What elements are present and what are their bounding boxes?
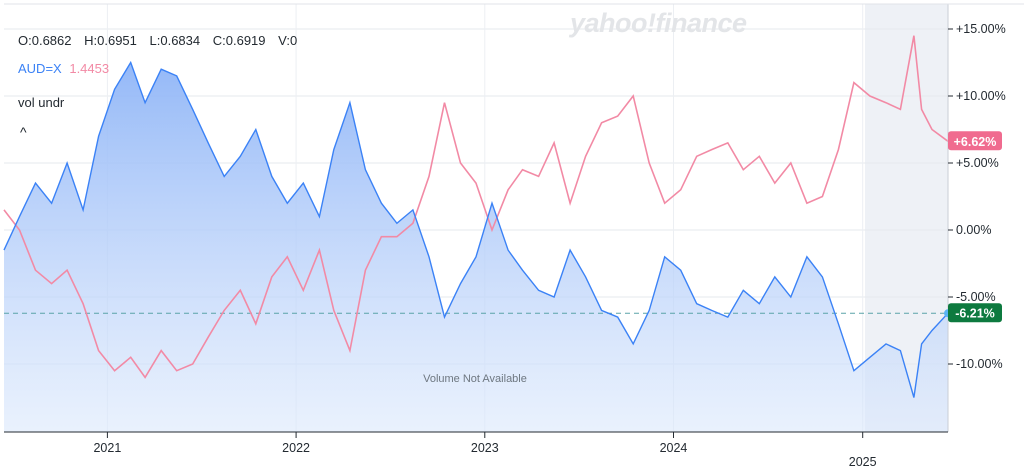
high-value: H:0.6951 [84,33,137,48]
x-tick-label: 2024 [660,441,688,455]
yahoo-finance-logo: yahoo!finance [570,8,747,38]
low-value: L:0.6834 [149,33,201,48]
primary-last-value: -6.21% [955,307,995,321]
x-tick-label: 2021 [93,441,121,455]
y-tick-label: -5.00% [956,290,996,304]
collapse-legend-icon[interactable]: ^ [20,124,27,140]
primary-series-line [3,60,949,398]
volume-underlay-toggle[interactable]: vol undr [18,95,65,110]
compare-current-value: 1.4453 [69,61,110,76]
y-tick-label: 0.00% [956,223,991,237]
primary-last-value-badge: -6.21% [948,303,1002,323]
x-tick-label: 2023 [471,441,499,455]
x-axis: 2021 2022 2023 2024 2025 [93,432,877,469]
y-tick-label: +10.00% [956,89,1006,103]
y-tick-label: -10.00% [956,357,1003,371]
ohlc-readout: O:0.6862 H:0.6951 L:0.6834 C:0.6919 V:0 [18,33,306,48]
ticker-symbol[interactable]: AUD=X [18,61,62,76]
close-value: C:0.6919 [212,33,266,48]
x-tick-label: 2025 [849,455,877,469]
compare-series-line [3,35,949,379]
compare-last-value: +6.62% [954,135,997,149]
primary-series-area [4,62,948,432]
y-tick-label: +15.00% [956,22,1006,36]
y-tick-label: +5.00% [956,156,999,170]
y-axis: +15.00% +10.00% +5.00% 0.00% -5.00% -10.00% [948,22,1006,371]
volume-not-available-note: Volume Not Available [423,373,527,385]
x-tick-label: 2022 [282,441,310,455]
compare-last-value-badge: +6.62% [948,131,1002,151]
volume-value: V:0 [278,33,298,48]
open-value: O:0.6862 [18,33,72,48]
ticker-legend[interactable]: AUD=X 1.4453 [18,61,109,76]
